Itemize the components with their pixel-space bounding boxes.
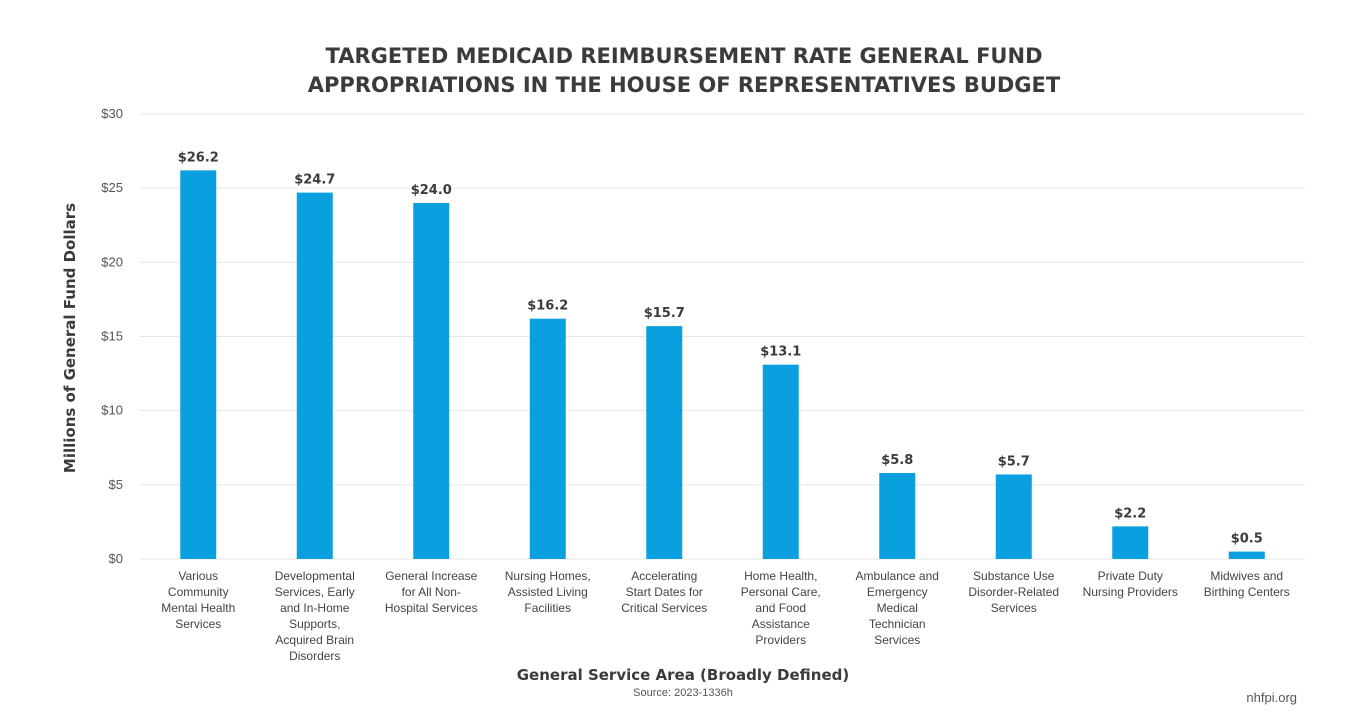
bar-value-label: $26.2 <box>178 150 219 165</box>
x-category-label: Accelerating Start Dates for Critical Serv… <box>621 569 707 615</box>
bar <box>879 472 916 559</box>
y-axis-ticks: $0 $5 $10 $15 $20 $25 $30 <box>101 106 123 566</box>
bar-value-label: $0.5 <box>1231 532 1263 547</box>
y-tick-label: $0 <box>109 551 123 566</box>
bar <box>413 203 450 559</box>
chart-title-line-2: APPROPRIATIONS IN THE HOUSE OF REPRESENT… <box>307 73 1061 97</box>
chart-title-line-1: TARGETED MEDICAID REIMBURSEMENT RATE GEN… <box>325 44 1043 68</box>
bar-value-label: $5.7 <box>998 454 1030 469</box>
bar-value-label: $13.1 <box>760 345 801 360</box>
bar <box>762 364 799 559</box>
bar <box>646 326 683 559</box>
x-category-label: Nursing Homes, Assisted Living Facilities <box>505 569 591 615</box>
y-axis-title: Millions of General Fund Dollars <box>61 203 79 473</box>
y-tick-label: $25 <box>101 180 123 195</box>
chart-title: TARGETED MEDICAID REIMBURSEMENT RATE GEN… <box>0 42 1368 100</box>
bar <box>296 192 333 559</box>
x-category-label: Private Duty Nursing Providers <box>1083 569 1178 599</box>
bar <box>1112 526 1149 559</box>
x-category-label: Developmental Services, Early and In-Home S… <box>275 569 355 663</box>
gridlines <box>140 113 1305 560</box>
source-note: Source: 2023-1336h <box>633 687 733 699</box>
y-tick-label: $20 <box>101 254 123 269</box>
y-tick-label: $30 <box>101 106 123 121</box>
value-labels: $26.2 $24.7 $24.0 $16.2 $15.7 $13.1 $5.8 $5.7 $2… <box>178 150 1263 546</box>
bar-value-label: $24.0 <box>411 183 452 198</box>
bar-value-label: $24.7 <box>294 173 335 188</box>
x-category-label: Midwives and Birthing Centers <box>1204 569 1290 599</box>
x-category-label: Ambulance and Emergency Medical Technician S… <box>856 569 939 647</box>
bar <box>180 170 217 559</box>
bar-value-label: $15.7 <box>644 306 685 321</box>
bar <box>995 474 1032 559</box>
x-category-label: Substance Use Disorder-Related Services <box>968 569 1059 615</box>
bar-value-label: $2.2 <box>1114 506 1146 521</box>
y-tick-label: $15 <box>101 329 123 344</box>
y-tick-label: $5 <box>109 477 123 492</box>
bar <box>529 318 566 559</box>
x-axis-title: General Service Area (Broadly Defined) <box>517 666 850 684</box>
bar-value-label: $5.8 <box>881 453 913 468</box>
x-category-label: Various Community Mental Health Services <box>161 569 235 631</box>
credit-label: nhfpi.org <box>1246 690 1297 705</box>
x-category-label: Home Health, Personal Care, and Food Assist… <box>741 569 821 647</box>
x-axis-category-labels: Various Community Mental Health Services Dev… <box>161 569 1290 663</box>
bar-value-label: $16.2 <box>527 299 568 314</box>
bars <box>180 170 1265 559</box>
y-tick-label: $10 <box>101 403 123 418</box>
x-category-label: General Increase for All Non-Hospital Ser… <box>385 569 478 615</box>
bar <box>1228 551 1265 559</box>
